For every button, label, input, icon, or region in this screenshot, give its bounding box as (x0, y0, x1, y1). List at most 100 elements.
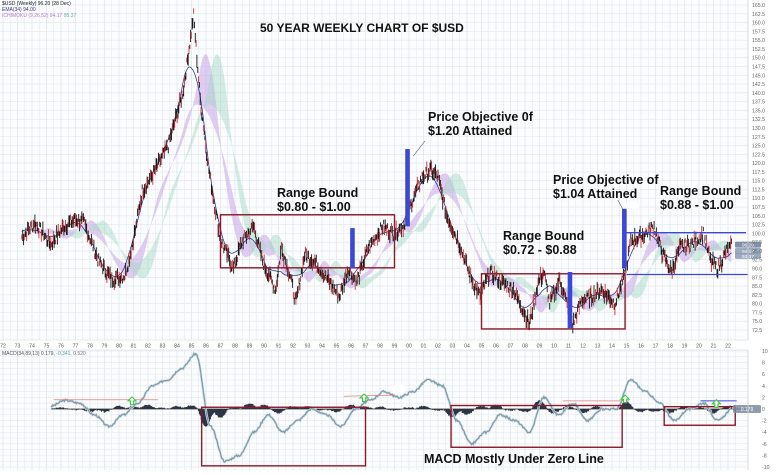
price-tick-label: 150.0 (752, 56, 765, 62)
year-tick-label: 20 (696, 344, 702, 350)
year-tick-label: 07 (508, 344, 514, 350)
year-tick-label: 04 (464, 344, 470, 350)
range-3-values: $0.88 - $1.00 (660, 198, 734, 213)
range-3-title: Range Bound (660, 184, 742, 198)
objective-1-value: $1.20 Attained (428, 124, 513, 139)
year-tick-label: 95 (334, 344, 340, 350)
annotation-range-2: Range Bound $0.72 - $0.88 (503, 229, 584, 258)
price-tick-label: 162.5 (752, 12, 765, 18)
year-tick-label: 19 (682, 344, 688, 350)
year-tick-label: 09 (537, 344, 543, 350)
year-tick-label: 89 (247, 344, 253, 350)
price-tick-label: 90.0 (752, 267, 762, 273)
objective-bar-4 (622, 208, 627, 269)
price-tick-label: 152.5 (752, 47, 765, 53)
macd-tick-label: 4 (762, 384, 765, 390)
year-tick-label: 83 (160, 344, 166, 350)
grid (0, 0, 748, 470)
legend-macd-hist: 0.520 (73, 351, 86, 357)
legend-macd: MACD(34,89,13) 0.179, (2, 351, 55, 357)
price-tick-label: 112.5 (752, 187, 765, 193)
year-tick-label: 10 (551, 344, 557, 350)
price-tick-label: 92.5 (752, 258, 762, 264)
price-tick-label: 147.5 (752, 64, 765, 70)
year-tick-label: 22 (725, 344, 731, 350)
macd-tick-label: 2 (762, 395, 765, 401)
price-tick-label: 72.5 (752, 328, 762, 334)
macd-tick-label: -8 (762, 453, 767, 459)
price-tick-label: 77.5 (752, 310, 762, 316)
price-tick-label: 140.0 (752, 91, 765, 97)
year-tick-label: 00 (406, 344, 412, 350)
year-tick-label: 78 (87, 344, 93, 350)
year-tick-label: 92 (290, 344, 296, 350)
year-tick-label: 81 (131, 344, 137, 350)
up-arrow-icon (126, 396, 138, 405)
legend-ema: EMA(34) 94.00 (2, 7, 36, 13)
objective-bar-3 (567, 272, 573, 329)
range-box-2 (480, 273, 626, 330)
year-tick-label: 73 (15, 344, 21, 350)
macd-tick-label: -4 (762, 430, 767, 436)
year-tick-label: 84 (174, 344, 180, 350)
year-tick-label: 12 (580, 344, 586, 350)
year-tick-label: 03 (450, 344, 456, 350)
price-tick-label: 75.0 (752, 319, 762, 325)
range-box-1 (219, 214, 396, 269)
price-tick-label: 102.5 (752, 223, 765, 229)
price-plot-area (0, 0, 748, 340)
chart-title: 50 YEAR WEEKLY CHART OF $USD (260, 21, 464, 35)
year-tick-label: 82 (145, 344, 151, 350)
year-tick-label: 16 (638, 344, 644, 350)
year-tick-label: 86 (203, 344, 209, 350)
highlight-blob (625, 201, 640, 211)
macd-line (50, 352, 732, 463)
price-tick-label: 107.5 (752, 205, 765, 211)
up-arrow-icon (619, 394, 631, 404)
price-tick-label: 135.0 (752, 108, 765, 114)
range-2-title: Range Bound (503, 229, 585, 243)
year-tick-label: 96 (348, 344, 354, 350)
year-tick-label: 77 (73, 344, 79, 350)
legend-macd-signal: -0.341, (56, 351, 72, 357)
macd-tick-label: -2 (762, 419, 767, 425)
price-tick-label: 95.0 (752, 249, 762, 255)
macd-box-2 (450, 404, 623, 448)
year-tick-label: 94 (319, 344, 325, 350)
year-tick-label: 93 (305, 344, 311, 350)
price-tick-label: 130.0 (752, 126, 765, 132)
price-tick-label: 155.0 (752, 38, 765, 44)
price-tick-label: 160.0 (752, 21, 765, 27)
macd-pane: 0.179 (50, 350, 761, 467)
year-tick-label: 90 (261, 344, 267, 350)
year-tick-label: 05 (479, 344, 485, 350)
price-tick-label: 85.0 (752, 284, 762, 290)
legend-price: $USD (Weekly) 96.20 (28 Dec) (2, 1, 71, 7)
price-tick-label: 120.0 (752, 161, 765, 167)
up-arrow-icon (711, 399, 722, 408)
year-tick-label: 88 (232, 344, 238, 350)
year-tick-label: 75 (44, 344, 50, 350)
price-tick-label: 125.0 (752, 144, 765, 150)
price-tick-label: 117.5 (752, 170, 765, 176)
year-tick-label: 11 (566, 344, 571, 350)
year-tick-label: 76 (58, 344, 64, 350)
year-tick-label: 15 (624, 344, 630, 350)
year-tick-label: 91 (276, 344, 282, 350)
year-tick-label: 01 (421, 344, 427, 350)
objective-bar-2 (405, 149, 410, 227)
price-tick-label: 80.0 (752, 302, 762, 308)
macd-plot-area (0, 350, 748, 470)
year-tick-label: 98 (377, 344, 383, 350)
price-legend: $USD (Weekly) 96.20 (28 Dec) EMA(34) 94.… (2, 1, 76, 19)
objective-2-title: Price Objective of (553, 173, 659, 187)
price-tick-label: 97.5 (752, 240, 762, 246)
price-tick-label: 105.0 (752, 214, 765, 220)
macd-tick-label: -10 (762, 465, 770, 470)
objective-bar-1 (350, 228, 355, 269)
macd-tick-label: 6 (762, 372, 765, 378)
pointer-line-2 (617, 199, 627, 217)
macd-tick-label: 0 (762, 407, 765, 413)
